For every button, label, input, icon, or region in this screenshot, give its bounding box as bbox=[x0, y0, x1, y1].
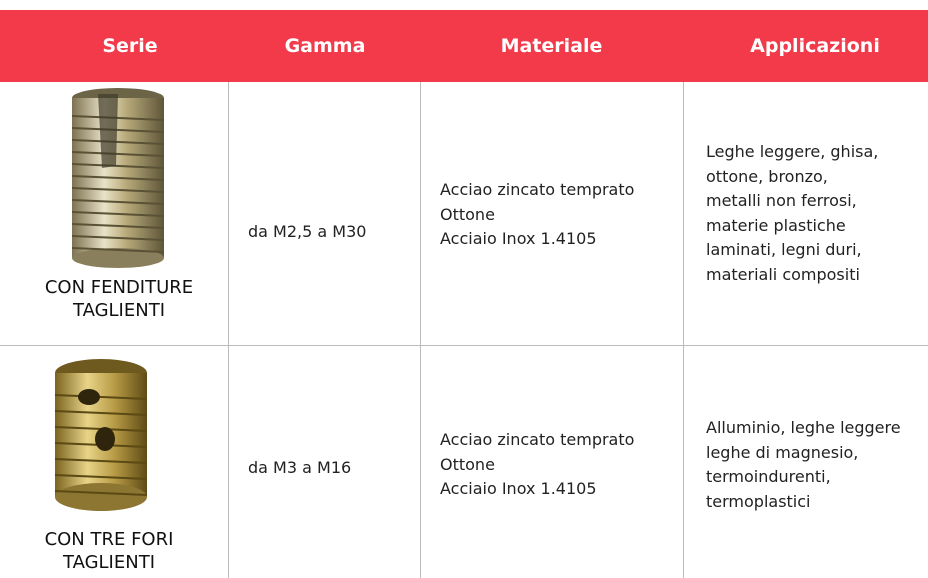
gamma-cell: da M2,5 a M30 bbox=[248, 222, 367, 241]
materiale-cell: Acciao zincato temprato Ottone Acciaio I… bbox=[440, 428, 634, 502]
text-line: metalli non ferrosi, bbox=[706, 191, 857, 210]
text-line: ottone, bronzo, bbox=[706, 166, 828, 186]
header-cell: Materiale bbox=[500, 35, 603, 57]
column-divider bbox=[420, 82, 421, 578]
text-line: Leghe leggere, ghisa, bbox=[706, 142, 879, 161]
text-line: termoindurenti, bbox=[706, 467, 831, 486]
text-line: Acciaio Inox 1.4105 bbox=[440, 229, 597, 248]
serie-label: CON FENDITURE TAGLIENTI bbox=[5, 276, 233, 322]
materiale-cell: Acciao zincato temprato Ottone Acciaio I… bbox=[440, 178, 634, 252]
column-divider bbox=[228, 82, 229, 578]
text-line: Acciao zincato temprato bbox=[440, 180, 635, 199]
applicazioni-cell: Leghe leggere, ghisa, ottone, bronzo, me… bbox=[706, 140, 878, 287]
text-line: Acciaio Inox 1.4105 bbox=[440, 479, 597, 498]
text-line: Acciao zincato temprato bbox=[440, 430, 635, 449]
text-line: Alluminio, leghe leggere bbox=[706, 418, 901, 437]
applicazioni-cell: Alluminio, leghe leggere leghe di magnes… bbox=[706, 416, 901, 514]
row-divider bbox=[0, 345, 928, 346]
product-image bbox=[71, 88, 165, 268]
text-line: Ottone bbox=[440, 454, 495, 474]
column-divider bbox=[683, 82, 684, 578]
text-line: Ottone bbox=[440, 204, 495, 224]
label-line: CON FENDITURE bbox=[44, 277, 194, 298]
header-cell: Serie bbox=[102, 35, 158, 57]
text-line: laminati, legni duri, bbox=[706, 240, 862, 259]
label-line: TAGLIENTI bbox=[62, 552, 156, 573]
text-line: termoplastici bbox=[706, 491, 811, 511]
table-header bbox=[0, 10, 928, 82]
product-image bbox=[54, 359, 148, 511]
text-line: leghe di magnesio, bbox=[706, 442, 859, 462]
text-line: materiali compositi bbox=[706, 264, 860, 284]
header-cell: Gamma bbox=[284, 35, 366, 57]
serie-label: CON TRE FORI TAGLIENTI bbox=[0, 528, 223, 574]
text-line: materie plastiche bbox=[706, 215, 846, 235]
label-line: CON TRE FORI bbox=[44, 529, 174, 550]
label-line: TAGLIENTI bbox=[72, 300, 166, 321]
gamma-cell: da M3 a M16 bbox=[248, 458, 352, 477]
header-cell: Applicazioni bbox=[750, 35, 880, 57]
